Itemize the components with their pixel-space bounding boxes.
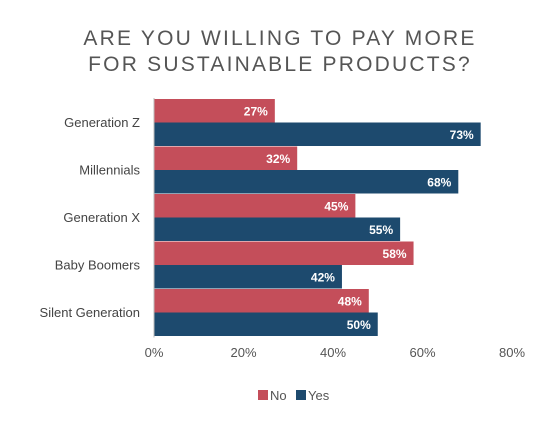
data-label-generation-x-no: 45% (324, 199, 348, 213)
bar-millennials-no (154, 146, 298, 170)
category-label-silent-generation: Silent Generation (40, 305, 140, 320)
bar-baby-boomers-yes (154, 265, 342, 289)
x-tick-label: 80% (499, 345, 525, 360)
data-label-millennials-yes: 68% (427, 175, 451, 189)
data-label-generation-z-no: 27% (244, 104, 268, 118)
x-tick-label: 60% (409, 345, 435, 360)
bars-group: 27% 73% 32% 68% 45% 55% 58% 42%48% 50% (154, 99, 481, 336)
data-label-baby-boomers-yes: 42% (311, 270, 335, 284)
category-label-baby-boomers: Baby Boomers (55, 258, 141, 273)
data-label-silent-generation-no: 48% (338, 294, 362, 308)
data-label-generation-x-yes: 55% (369, 223, 393, 237)
category-labels: Generation Z Millennials Generation X Baby … (40, 115, 141, 320)
bar-generation-z-yes (154, 122, 481, 146)
chart-title-line-2: FOR SUSTAINABLE PRODUCTS? (88, 53, 472, 76)
legend: No Yes (258, 388, 330, 403)
x-tick-label: 40% (320, 345, 346, 360)
bar-silent-generation-no (154, 289, 369, 313)
data-label-generation-z-yes: 73% (450, 128, 474, 142)
bar-generation-z-no (154, 99, 275, 123)
legend-swatch-no (258, 390, 268, 400)
data-label-millennials-no: 32% (266, 152, 290, 166)
bar-generation-x-no (154, 194, 356, 218)
chart-title-line-1: ARE YOU WILLING TO PAY MORE (83, 27, 477, 50)
x-tick-label: 20% (230, 345, 256, 360)
category-label-generation-z: Generation Z (64, 115, 140, 130)
bar-baby-boomers-no (154, 241, 414, 265)
bar-millennials-yes (154, 170, 459, 194)
bar-silent-generation-yes (154, 312, 378, 336)
category-label-generation-x: Generation X (63, 210, 140, 225)
legend-label-yes: Yes (308, 388, 330, 403)
data-label-baby-boomers-no: 58% (383, 247, 407, 261)
category-label-millennials: Millennials (79, 163, 140, 178)
data-label-silent-generation-yes: 50% (347, 318, 371, 332)
x-axis-ticks: 0% 20% 40% 60% 80% (145, 345, 526, 360)
legend-swatch-yes (296, 390, 306, 400)
bar-generation-x-yes (154, 217, 401, 241)
legend-label-no: No (270, 388, 287, 403)
x-tick-label: 0% (145, 345, 164, 360)
